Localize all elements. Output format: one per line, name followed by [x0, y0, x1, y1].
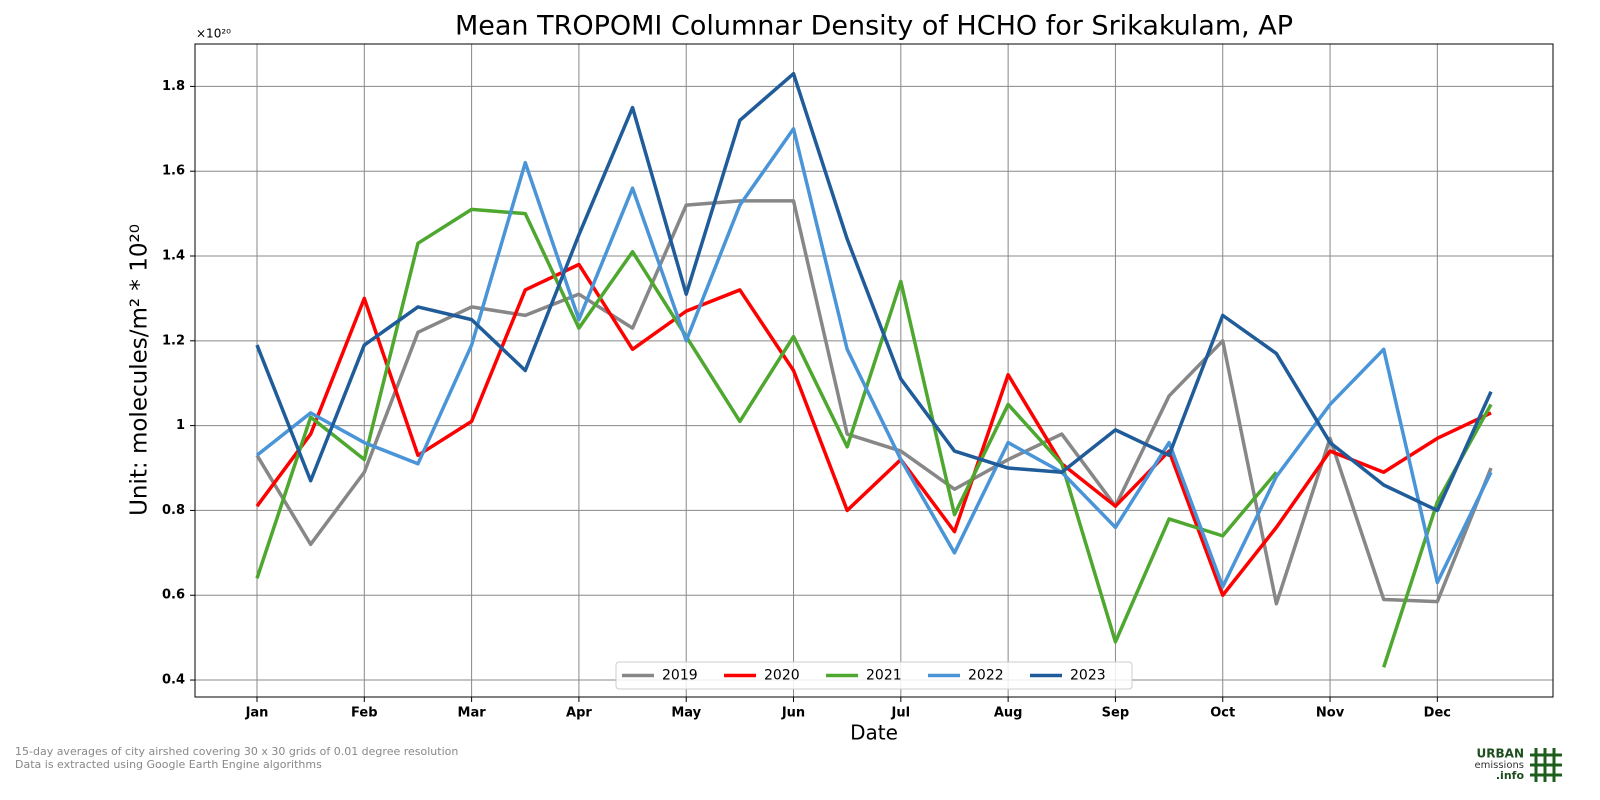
series-line	[255, 199, 1493, 606]
series-line	[255, 71, 1493, 513]
logo-text: URBAN	[1477, 747, 1524, 761]
y-tick-label: 1.2	[162, 333, 185, 348]
legend-box	[615, 661, 1133, 690]
y-axis-label: Unit: molecules/m² * 10²⁰	[127, 224, 153, 516]
x-tick-label: Jun	[781, 706, 805, 721]
y-offset-label: ×10²⁰	[196, 27, 231, 41]
y-tick-label: 1.8	[162, 79, 185, 94]
y-tick-label: 1.6	[162, 164, 185, 179]
y-tick-label: 0.8	[162, 503, 185, 518]
x-tick-label: Oct	[1210, 706, 1235, 721]
x-tick-label: Apr	[566, 706, 592, 721]
x-tick-label: Jan	[245, 706, 269, 721]
logo-icon	[1530, 748, 1562, 782]
chart-title: Mean TROPOMI Columnar Density of HCHO fo…	[455, 11, 1293, 42]
y-tick-label: 1.4	[162, 249, 185, 264]
x-tick-label: Feb	[351, 706, 377, 721]
series-line	[255, 207, 1493, 668]
y-tick-label: 0.6	[162, 588, 185, 603]
legend-label: 2023	[1070, 668, 1106, 684]
plot-frame	[194, 43, 1554, 698]
legend-label: 2019	[662, 668, 698, 684]
logo-text: emissions	[1474, 760, 1524, 771]
series-line	[255, 262, 1492, 597]
x-tick-label: Nov	[1316, 706, 1345, 721]
x-tick-label: Aug	[994, 706, 1023, 721]
y-tick-label: 1	[176, 418, 185, 433]
footnote: Data is extracted using Google Earth Eng…	[15, 758, 322, 771]
x-tick-label: May	[671, 706, 701, 721]
legend-label: 2021	[866, 668, 902, 684]
x-tick-label: Jul	[891, 706, 911, 721]
x-tick-label: Dec	[1424, 706, 1451, 721]
legend-label: 2020	[764, 668, 800, 684]
x-axis-label: Date	[850, 721, 898, 745]
legend-label: 2022	[968, 668, 1004, 684]
logo-text: .info	[1496, 769, 1525, 782]
series-line	[255, 127, 1493, 589]
footnote: 15-day averages of city airshed covering…	[15, 745, 458, 758]
x-tick-label: Sep	[1102, 706, 1130, 721]
y-tick-label: 0.4	[162, 673, 185, 688]
x-tick-label: Mar	[458, 706, 487, 721]
